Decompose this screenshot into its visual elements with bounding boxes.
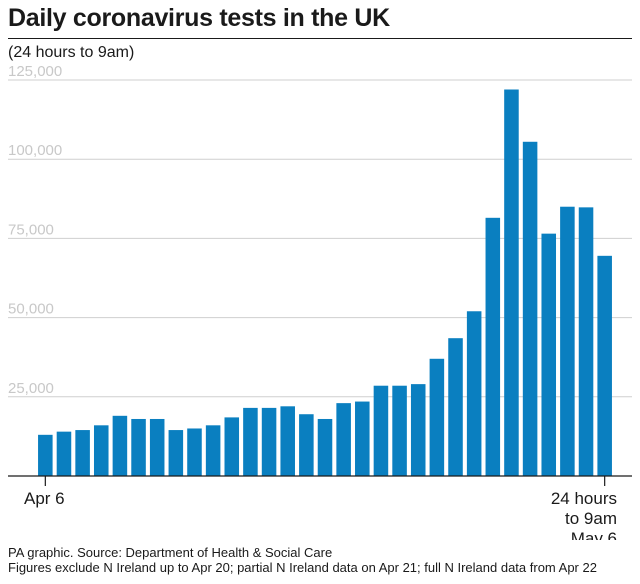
y-tick-label: 75,000 — [8, 221, 54, 238]
title-rule — [8, 38, 632, 39]
bar — [75, 430, 90, 476]
bar — [261, 407, 277, 476]
source-line: PA graphic. Source: Department of Health… — [8, 545, 333, 560]
bar — [149, 418, 165, 476]
y-tick-label: 100,000 — [8, 142, 62, 159]
bar — [504, 89, 519, 476]
bar — [485, 217, 501, 477]
bar — [38, 434, 53, 476]
bar — [243, 407, 258, 476]
y-tick-label: 25,000 — [8, 380, 54, 397]
y-tick-label: 125,000 — [8, 63, 62, 80]
bar — [56, 431, 72, 476]
bar — [373, 385, 389, 476]
y-tick-label: 50,000 — [8, 301, 54, 318]
bar — [317, 418, 333, 476]
bar — [392, 385, 407, 476]
bar — [336, 403, 351, 476]
x-start-label: Apr 6 — [24, 489, 65, 508]
chart-title: Daily coronavirus tests in the UK — [8, 4, 390, 32]
bar — [355, 401, 370, 476]
bar — [410, 384, 426, 476]
bar — [187, 428, 202, 476]
bar — [560, 206, 575, 476]
bar — [131, 418, 146, 476]
bar — [597, 255, 612, 476]
chart-source: PA graphic. Source: Department of Health… — [8, 545, 597, 575]
bar — [299, 414, 314, 476]
x-end-label: May 6 — [571, 529, 617, 540]
bar — [112, 415, 128, 476]
bar — [205, 425, 221, 476]
bar — [541, 233, 557, 476]
bar — [93, 425, 109, 476]
bar — [578, 207, 594, 476]
bar — [448, 338, 463, 476]
bar-chart: 25,000 50,000 75,000 100,000 125,000 Apr 6 24… — [8, 63, 632, 540]
bar — [522, 141, 538, 476]
chart-subtitle: (24 hours to 9am) — [8, 44, 135, 61]
bar — [280, 406, 295, 476]
bar — [224, 417, 240, 476]
x-end-label: 24 hours — [551, 489, 617, 508]
x-end-label: to 9am — [565, 509, 617, 528]
bar — [466, 311, 482, 476]
note-line: Figures exclude N Ireland up to Apr 20; … — [8, 560, 597, 575]
bar — [168, 430, 184, 476]
bar — [429, 358, 445, 476]
